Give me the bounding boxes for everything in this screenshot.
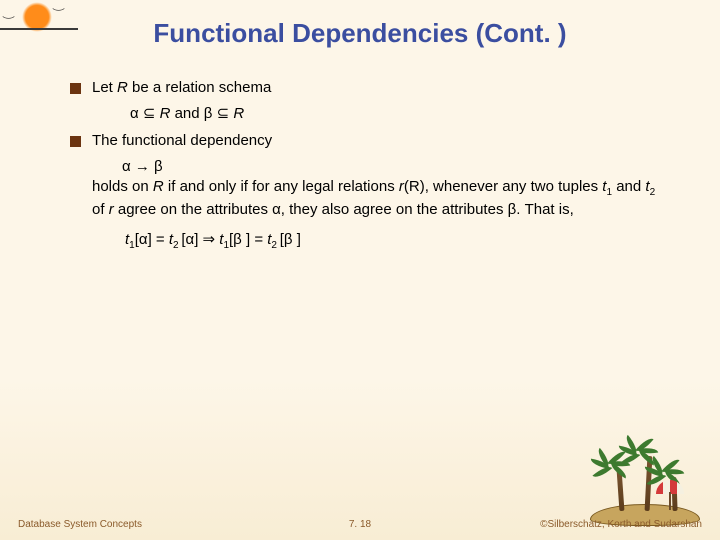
R: R — [155, 105, 174, 122]
umbrella-icon — [656, 480, 684, 510]
t: [α] = — [135, 231, 169, 248]
text: Let — [92, 79, 117, 96]
slide-footer: Database System Concepts 7. 18 ©Silbersc… — [0, 519, 720, 530]
t: if and only if for any legal relations — [164, 178, 399, 195]
sunset-decoration: ︶ ︶ — [0, 0, 90, 55]
sub-formula-1: α ⊆ R and β ⊆ R — [70, 104, 670, 122]
t: and — [612, 178, 645, 195]
text: The functional dependency — [92, 132, 272, 149]
subset: ⊆ — [217, 105, 230, 122]
footer-right: ©Silberschatz, Korth and Sudarshan — [540, 519, 702, 530]
bird-icon: ︶ — [52, 6, 65, 19]
t: of — [92, 201, 109, 218]
and: and — [175, 105, 204, 122]
t: 2 — [650, 187, 656, 198]
holds-text: holds on R if and only if for any legal … — [92, 177, 670, 220]
t: R — [153, 178, 164, 195]
slide-content: Let R be a relation schema α ⊆ R and β ⊆… — [0, 59, 720, 251]
bullet-2: The functional dependency — [70, 132, 670, 149]
bullet-2-body: α → β holds on R if and only if for any … — [70, 157, 670, 220]
t: agree on the attributes α, they also agr… — [114, 201, 574, 218]
bullet-marker-icon — [70, 83, 81, 94]
text-italic: R — [117, 79, 128, 96]
palm-decoration — [580, 436, 710, 526]
palm-fronds-icon — [628, 441, 668, 461]
bullet-marker-icon — [70, 136, 81, 147]
bullet-1: Let R be a relation schema — [70, 79, 670, 96]
bird-icon: ︶ — [2, 14, 15, 27]
text: be a relation schema — [128, 79, 271, 96]
footer-left: Database System Concepts — [18, 519, 142, 530]
t: [α] ⇒ — [181, 231, 219, 248]
implication-formula: t1[α] = t2 [α] ⇒ t1[β ] = t2 [β ] — [70, 230, 670, 251]
slide-title: Functional Dependencies (Cont. ) — [0, 0, 720, 59]
R: R — [229, 105, 244, 122]
t: (R), whenever any two tuples — [404, 178, 602, 195]
palm-fronds-icon — [654, 462, 694, 482]
horizon-line — [0, 28, 78, 30]
t: [β ] = — [229, 231, 267, 248]
subset: ⊆ — [143, 105, 156, 122]
slide: ︶ ︶ Functional Dependencies (Cont. ) Let… — [0, 0, 720, 540]
t: [β ] — [280, 231, 301, 248]
s: 2 — [271, 240, 279, 251]
footer-center: 7. 18 — [349, 519, 371, 530]
beta: β — [204, 105, 217, 122]
alpha: α — [130, 105, 143, 122]
t: holds on — [92, 178, 153, 195]
fd-expression: α → β — [92, 157, 670, 177]
